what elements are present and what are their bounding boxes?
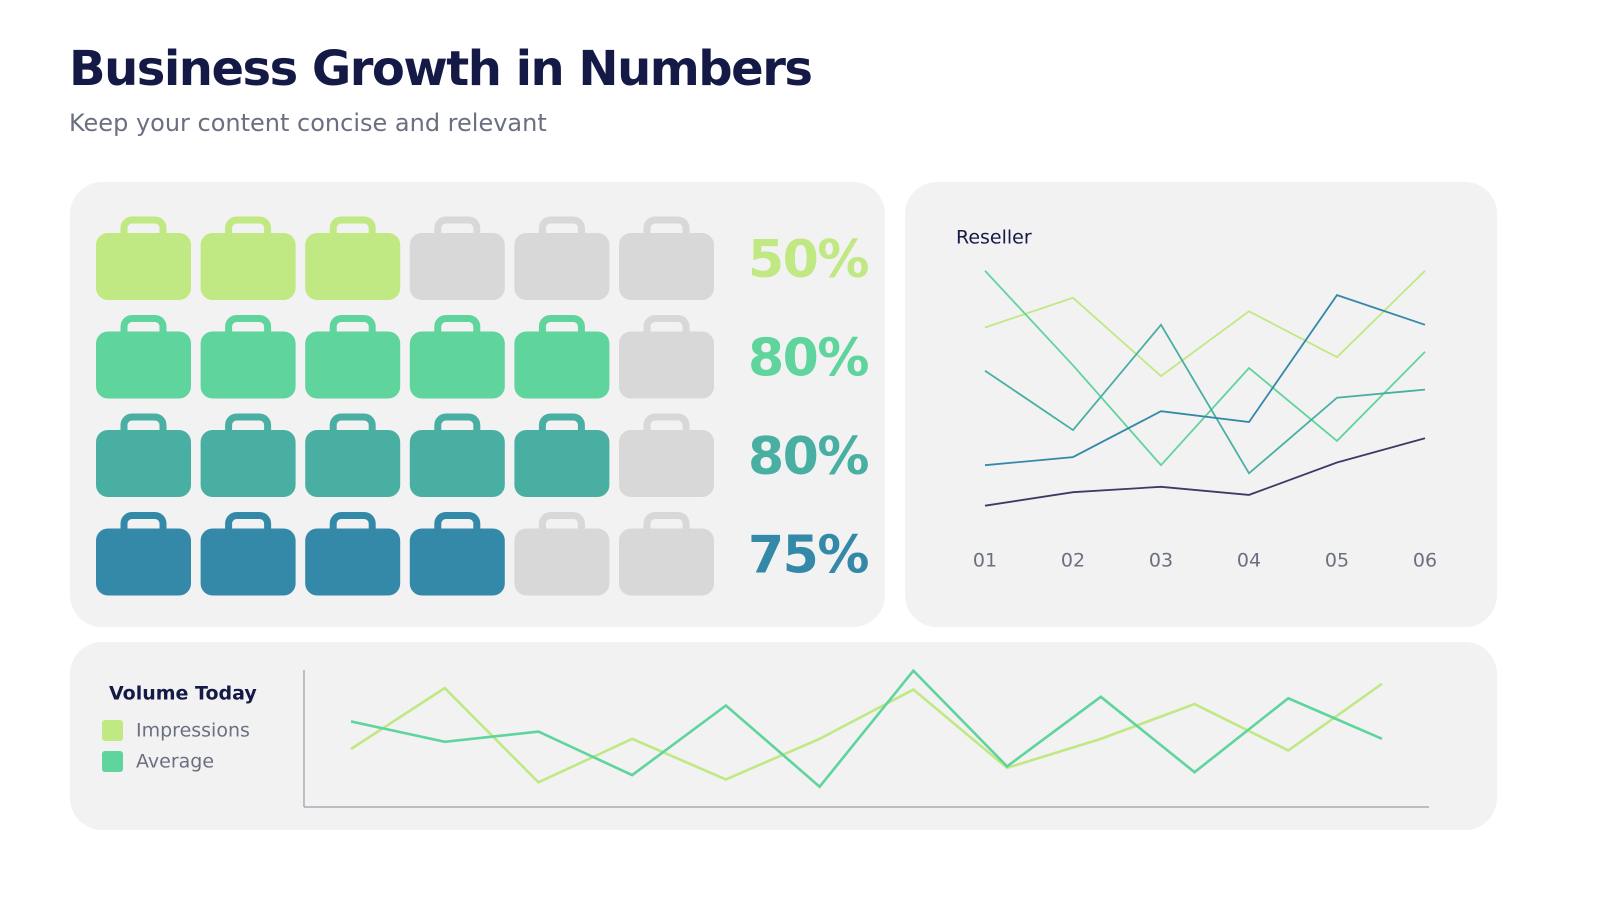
briefcase-icon bbox=[96, 216, 191, 300]
icon-body bbox=[200, 430, 296, 497]
icon-body bbox=[305, 430, 401, 497]
x-tick-label: 04 bbox=[1237, 550, 1261, 572]
briefcase-icon bbox=[305, 216, 401, 300]
legend-label: Impressions bbox=[136, 720, 250, 742]
panel bbox=[905, 182, 1497, 627]
briefcase-icon bbox=[96, 413, 191, 497]
x-tick-label: 01 bbox=[973, 550, 997, 572]
icon-body bbox=[514, 233, 610, 300]
icon-body bbox=[409, 528, 505, 596]
icon-body bbox=[96, 430, 191, 497]
briefcase-icon bbox=[200, 512, 296, 596]
data-line bbox=[984, 437, 1426, 507]
icon-body bbox=[305, 233, 401, 300]
icon-body bbox=[409, 430, 505, 497]
briefcase-icon bbox=[200, 413, 296, 497]
icon-body bbox=[619, 233, 714, 300]
x-tick-label: 06 bbox=[1413, 550, 1437, 572]
briefcase-icon bbox=[96, 512, 191, 596]
briefcase-icon bbox=[305, 413, 401, 497]
subtitle: Keep your content concise and relevant bbox=[69, 109, 547, 137]
chart-title: Volume Today bbox=[109, 683, 257, 705]
briefcase-icon bbox=[409, 413, 505, 497]
legend-swatch bbox=[102, 751, 123, 772]
x-tick-label: 02 bbox=[1061, 550, 1085, 572]
briefcase-icon bbox=[619, 413, 714, 497]
x-tick-label: 03 bbox=[1149, 550, 1173, 572]
briefcase-icon bbox=[619, 216, 714, 300]
briefcase-icon bbox=[409, 512, 505, 596]
icon-body bbox=[514, 430, 610, 497]
briefcase-icon bbox=[200, 315, 296, 399]
value-label: 80% bbox=[748, 329, 868, 389]
value-label: 50% bbox=[748, 230, 868, 290]
icon-body bbox=[96, 331, 191, 399]
briefcase-icon bbox=[619, 315, 714, 399]
briefcase-icon bbox=[305, 512, 401, 596]
icon-body bbox=[305, 528, 401, 596]
icon-body bbox=[409, 331, 505, 399]
legend-swatch bbox=[102, 720, 123, 741]
value-label: 75% bbox=[748, 526, 868, 586]
icon-body bbox=[96, 233, 191, 300]
panel bbox=[70, 642, 1497, 830]
data-line bbox=[984, 323, 1426, 475]
icon-body bbox=[200, 528, 296, 596]
icon-body bbox=[305, 331, 401, 399]
title: Business Growth in Numbers bbox=[69, 41, 811, 97]
briefcase-icon bbox=[200, 216, 296, 300]
icon-body bbox=[96, 528, 191, 596]
briefcase-icon bbox=[514, 315, 610, 399]
data-line bbox=[984, 270, 1426, 378]
briefcase-icon bbox=[409, 216, 505, 300]
icon-body bbox=[409, 233, 505, 300]
icon-body bbox=[200, 233, 296, 300]
icon-body bbox=[514, 331, 610, 399]
briefcase-icon bbox=[305, 315, 401, 399]
icon-body bbox=[619, 331, 714, 399]
briefcase-icon bbox=[96, 315, 191, 399]
briefcase-icon bbox=[619, 512, 714, 596]
data-line bbox=[350, 668, 1383, 789]
briefcase-icon bbox=[514, 216, 610, 300]
data-line bbox=[984, 294, 1426, 467]
data-line bbox=[350, 682, 1383, 784]
icon-body bbox=[200, 331, 296, 399]
briefcase-icon bbox=[514, 512, 610, 596]
briefcase-icon bbox=[514, 413, 610, 497]
icon-body bbox=[619, 528, 714, 596]
legend-label: Average bbox=[136, 751, 214, 773]
x-tick-label: 05 bbox=[1325, 550, 1349, 572]
icon-body bbox=[514, 528, 610, 596]
chart-title: Reseller bbox=[956, 227, 1032, 249]
briefcase-icon bbox=[409, 315, 505, 399]
icon-body bbox=[619, 430, 714, 497]
value-label: 80% bbox=[748, 427, 868, 487]
